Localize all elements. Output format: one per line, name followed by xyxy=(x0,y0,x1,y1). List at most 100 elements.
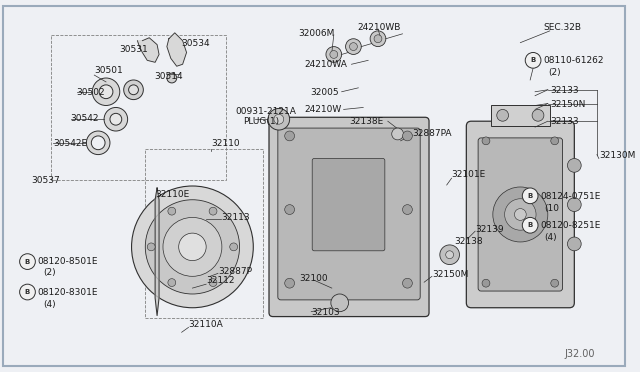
Text: 30501: 30501 xyxy=(94,66,123,75)
Circle shape xyxy=(132,186,253,308)
Circle shape xyxy=(440,245,460,264)
Circle shape xyxy=(92,78,120,106)
Text: 00931-2121A: 00931-2121A xyxy=(236,108,296,116)
Circle shape xyxy=(525,52,541,68)
Circle shape xyxy=(86,131,110,155)
Text: 32110E: 32110E xyxy=(155,190,189,199)
Circle shape xyxy=(285,278,294,288)
Text: PLUG(1): PLUG(1) xyxy=(243,117,280,126)
Circle shape xyxy=(551,279,559,287)
FancyBboxPatch shape xyxy=(467,121,574,308)
Text: 32005: 32005 xyxy=(310,88,339,97)
FancyBboxPatch shape xyxy=(278,128,420,300)
Text: 30531: 30531 xyxy=(120,45,148,54)
Text: B: B xyxy=(25,289,30,295)
Text: SEC.32B: SEC.32B xyxy=(543,23,581,32)
Text: (2): (2) xyxy=(548,68,561,77)
Circle shape xyxy=(522,217,538,233)
Circle shape xyxy=(168,207,176,215)
Text: 30514: 30514 xyxy=(154,72,183,81)
Circle shape xyxy=(104,108,127,131)
Circle shape xyxy=(92,136,105,150)
Text: 32110: 32110 xyxy=(211,139,240,148)
Circle shape xyxy=(129,85,138,95)
Text: 08124-0751E: 08124-0751E xyxy=(540,192,600,201)
Text: (4): (4) xyxy=(544,233,557,242)
Circle shape xyxy=(403,131,412,141)
FancyBboxPatch shape xyxy=(312,158,385,251)
Text: (4): (4) xyxy=(43,300,56,309)
Circle shape xyxy=(330,51,338,58)
Circle shape xyxy=(403,205,412,215)
Text: B: B xyxy=(531,57,536,63)
Circle shape xyxy=(179,233,206,261)
Circle shape xyxy=(285,205,294,215)
Circle shape xyxy=(370,31,386,46)
Circle shape xyxy=(493,187,548,242)
Text: 24210WB: 24210WB xyxy=(357,23,401,32)
Text: 30534: 30534 xyxy=(182,39,211,48)
Circle shape xyxy=(349,43,357,51)
FancyBboxPatch shape xyxy=(269,117,429,317)
Text: 08120-8501E: 08120-8501E xyxy=(37,257,98,266)
Circle shape xyxy=(504,199,536,230)
Circle shape xyxy=(326,46,342,62)
Text: 32139: 32139 xyxy=(475,225,504,234)
Circle shape xyxy=(110,113,122,125)
Circle shape xyxy=(167,73,177,83)
Bar xyxy=(145,149,263,318)
Text: 08120-8301E: 08120-8301E xyxy=(37,288,98,297)
Text: 24210WA: 24210WA xyxy=(305,60,348,69)
Text: 32887PA: 32887PA xyxy=(412,129,452,138)
Text: 08110-61262: 08110-61262 xyxy=(543,57,604,65)
Text: 32113: 32113 xyxy=(221,212,250,221)
Circle shape xyxy=(374,35,382,43)
Circle shape xyxy=(285,131,294,141)
Polygon shape xyxy=(167,33,186,66)
Text: 32006M: 32006M xyxy=(298,29,335,38)
FancyBboxPatch shape xyxy=(478,138,563,291)
Circle shape xyxy=(568,237,581,251)
Text: 32133: 32133 xyxy=(550,117,579,126)
Circle shape xyxy=(209,207,217,215)
Bar xyxy=(51,35,226,180)
Text: 32110A: 32110A xyxy=(189,320,223,328)
Circle shape xyxy=(145,200,239,294)
Circle shape xyxy=(392,128,403,140)
Circle shape xyxy=(346,39,362,54)
Circle shape xyxy=(515,209,526,220)
Text: B: B xyxy=(527,222,532,228)
Text: 32138: 32138 xyxy=(454,237,483,246)
Text: 30537: 30537 xyxy=(31,176,60,185)
Circle shape xyxy=(147,243,155,251)
Circle shape xyxy=(274,114,284,124)
Circle shape xyxy=(532,109,544,121)
Circle shape xyxy=(482,137,490,145)
Circle shape xyxy=(163,217,222,276)
Text: 24210W: 24210W xyxy=(305,106,342,115)
Text: B: B xyxy=(527,193,532,199)
Text: 32138E: 32138E xyxy=(349,117,384,126)
Circle shape xyxy=(331,294,349,312)
Text: 32130M: 32130M xyxy=(599,151,636,160)
Polygon shape xyxy=(138,38,159,62)
Circle shape xyxy=(20,254,35,269)
Text: 30542E: 30542E xyxy=(53,139,87,148)
Text: 30542: 30542 xyxy=(70,114,99,124)
Circle shape xyxy=(482,279,490,287)
Text: 08120-8251E: 08120-8251E xyxy=(540,221,600,230)
Circle shape xyxy=(20,284,35,300)
Circle shape xyxy=(551,137,559,145)
Circle shape xyxy=(568,198,581,212)
Text: 32887P: 32887P xyxy=(218,266,252,276)
Text: B: B xyxy=(25,259,30,264)
Polygon shape xyxy=(155,188,159,315)
Circle shape xyxy=(168,279,176,286)
Circle shape xyxy=(124,80,143,100)
Text: 30502: 30502 xyxy=(77,88,105,97)
Bar xyxy=(491,105,550,126)
Circle shape xyxy=(497,109,509,121)
Text: (2): (2) xyxy=(43,269,56,278)
Circle shape xyxy=(268,109,290,130)
Circle shape xyxy=(403,278,412,288)
